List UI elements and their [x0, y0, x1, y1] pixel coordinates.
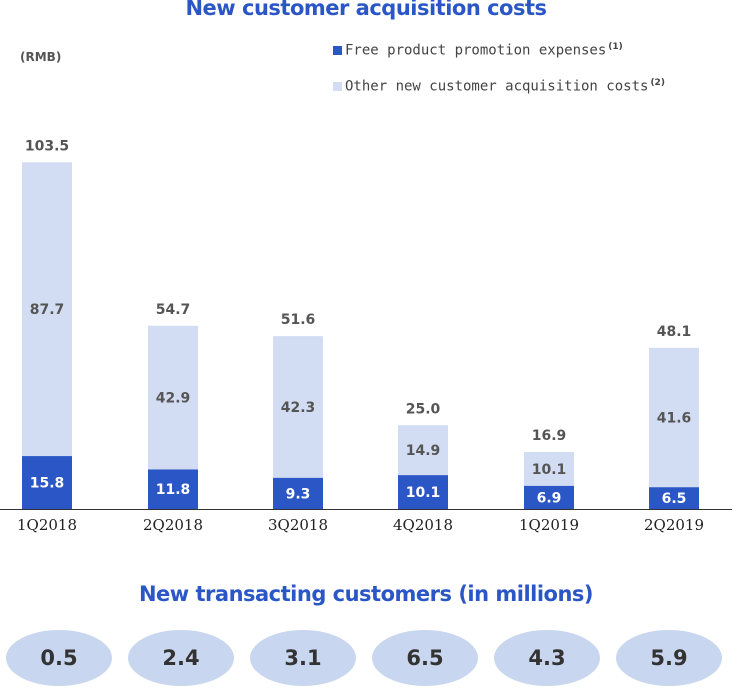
x-axis-tick-label: 1Q2019: [519, 516, 579, 534]
x-axis-tick-label: 1Q2018: [17, 516, 77, 534]
bar-segment-other-costs: [22, 162, 72, 457]
customer-count-bubble: 5.9: [616, 630, 722, 686]
legend-label: Other new customer acquisition costs: [345, 78, 649, 95]
legend-footnote: (1): [608, 42, 623, 52]
x-axis-tick-label: 3Q2018: [268, 516, 328, 534]
legend-label: Free product promotion expenses: [345, 42, 607, 59]
x-axis-tick-label: 4Q2018: [393, 516, 453, 534]
data-label-other-costs: 10.1: [532, 462, 567, 478]
data-label-free-product: 15.8: [30, 476, 65, 492]
customer-count-bubble: 2.4: [128, 630, 234, 686]
data-label-other-costs: 87.7: [30, 302, 65, 318]
bar-segment-free-product: [649, 487, 699, 509]
customer-count-bubble: 4.3: [494, 630, 600, 686]
customer-count-bubble: 6.5: [372, 630, 478, 686]
data-label-total: 103.5: [25, 138, 69, 154]
x-axis-tick-label: 2Q2019: [644, 516, 704, 534]
data-label-total: 54.7: [156, 302, 191, 318]
data-label-free-product: 6.9: [537, 490, 562, 506]
legend-swatch-dark: [333, 45, 342, 55]
data-label-other-costs: 41.6: [657, 411, 692, 427]
bar-segment-free-product: [524, 485, 574, 509]
unit-label: (RMB): [20, 50, 62, 64]
stacked-bar-chart: 15.8 87.7 103.5 1Q2018 11.8 42.9 54.7 2Q2018 9.3…: [0, 138, 732, 534]
data-label-other-costs: 42.9: [156, 391, 191, 407]
data-label-total: 25.0: [406, 401, 441, 417]
bar-segment-free-product: [273, 477, 323, 509]
data-label-total: 48.1: [657, 324, 692, 340]
customer-count-bubble: 3.1: [250, 630, 356, 686]
bar-segment-other-costs: [524, 452, 574, 486]
bar-segment-other-costs: [649, 347, 699, 488]
chart-title: New customer acquisition costs: [185, 0, 547, 20]
bar-segment-other-costs: [398, 425, 448, 476]
legend-item-free-product: Free product promotion expenses (1): [333, 42, 623, 59]
customer-count-bubble: 0.5: [6, 630, 112, 686]
legend-item-other-costs: Other new customer acquisition costs (2): [333, 78, 665, 95]
data-label-total: 51.6: [281, 312, 316, 328]
bar-segment-other-costs: [148, 325, 198, 470]
bar-segment-free-product: [148, 469, 198, 509]
data-label-other-costs: 14.9: [406, 443, 441, 459]
data-label-free-product: 6.5: [662, 491, 687, 507]
data-label-free-product: 9.3: [286, 486, 311, 502]
data-label-free-product: 11.8: [156, 482, 191, 498]
data-label-total: 16.9: [532, 428, 567, 444]
x-axis-tick-label: 2Q2018: [143, 516, 203, 534]
legend-footnote: (2): [650, 78, 665, 88]
customers-row: 0.5 2.4 3.1 6.5 4.3 5.9: [0, 630, 732, 688]
legend-swatch-light: [333, 81, 342, 91]
data-label-free-product: 10.1: [406, 485, 441, 501]
bar-segment-free-product: [398, 475, 448, 509]
data-label-other-costs: 42.3: [281, 400, 316, 416]
bar-segment-other-costs: [273, 336, 323, 478]
bar-segment-free-product: [22, 456, 72, 509]
customers-subtitle: New transacting customers (in millions): [138, 582, 594, 606]
